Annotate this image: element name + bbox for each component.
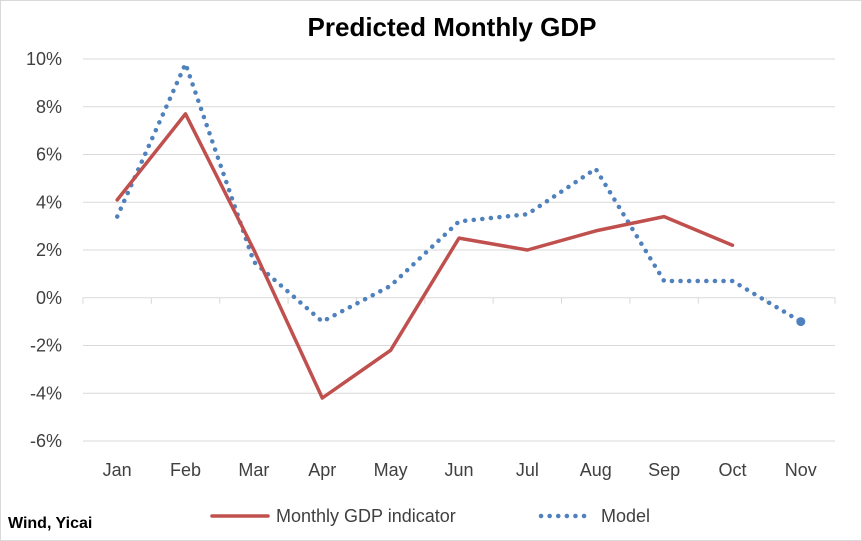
y-tick-label: -6% (30, 431, 62, 451)
x-tick-label: Oct (718, 460, 746, 480)
gdp-indicator-series-line (115, 112, 735, 400)
y-tick-label: 8% (36, 97, 62, 117)
y-tick-label: -2% (30, 336, 62, 356)
x-tick-label: Jul (516, 460, 539, 480)
legend-label-gdp-indicator: Monthly GDP indicator (276, 506, 456, 526)
y-tick-label: 0% (36, 288, 62, 308)
legend-label-model: Model (601, 506, 650, 526)
source-label: Wind, Yicai (8, 515, 92, 532)
x-tick-label: Jun (444, 460, 473, 480)
x-tick-label: Aug (580, 460, 612, 480)
y-tick-label: 6% (36, 145, 62, 165)
gridlines (83, 58, 835, 442)
series-layer (114, 61, 806, 400)
x-tick-label: Jan (103, 460, 132, 480)
x-tick-label: Feb (170, 460, 201, 480)
y-axis: 10% 8% 6% 4% 2% 0% -2% -4% -6% (26, 49, 62, 451)
legend: Monthly GDP indicator Model (210, 506, 650, 526)
y-tick-label: -4% (30, 383, 62, 403)
model-end-marker (796, 317, 806, 327)
x-tick-label: Nov (785, 460, 817, 480)
y-tick-label: 2% (36, 240, 62, 260)
x-tick-label: May (374, 460, 408, 480)
model-series-line (114, 61, 804, 324)
x-axis: Jan Feb Mar Apr May Jun Jul Aug Sep Oct Nov (82, 297, 836, 480)
y-tick-label: 10% (26, 49, 62, 69)
x-tick-label: Mar (238, 460, 269, 480)
x-tick-label: Sep (648, 460, 680, 480)
chart-title: Predicted Monthly GDP (308, 12, 597, 42)
y-tick-label: 4% (36, 192, 62, 212)
x-tick-label: Apr (308, 460, 336, 480)
